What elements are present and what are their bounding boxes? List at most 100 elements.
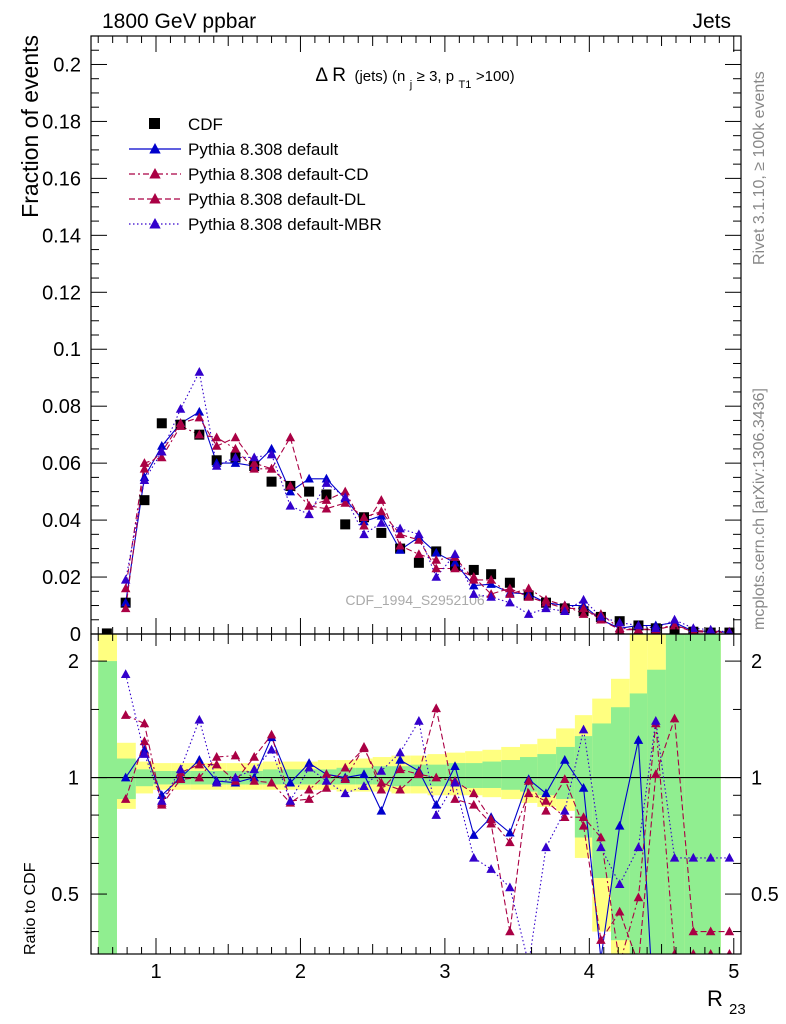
mc-point [230, 432, 241, 442]
cdf-data-point [669, 626, 680, 634]
x-axis-title-main: R [707, 986, 723, 1011]
ratio-point [211, 759, 222, 769]
mc-point [157, 446, 167, 456]
legend-label: Pythia 8.308 default-MBR [188, 215, 382, 234]
mc-point [211, 432, 222, 442]
ratio-point [505, 926, 515, 936]
ratio-point [376, 805, 387, 815]
mc-point [285, 500, 296, 510]
ratio-point [120, 669, 131, 678]
ratio-point [724, 852, 735, 862]
mc-point [469, 572, 479, 581]
cdf-data-point [340, 519, 351, 530]
mc-point [321, 478, 332, 487]
ratio-point [596, 935, 606, 944]
mc-point [469, 589, 479, 598]
ratio-point [578, 724, 589, 734]
mc-point [505, 597, 515, 607]
ratio-point [615, 959, 625, 968]
mc-point [431, 547, 441, 557]
mc-point [304, 509, 314, 519]
main-y-tick-label: 0.2 [53, 54, 81, 76]
cdf-data-point [156, 418, 167, 429]
ratio-point [634, 959, 644, 968]
mc-point [120, 574, 131, 584]
mc-point [414, 549, 424, 559]
mc-point [376, 495, 387, 504]
mc-point [266, 443, 277, 453]
legend: CDF Pythia 8.308 default Pythia 8.308 defa… [129, 115, 382, 234]
ratio-point [285, 777, 296, 787]
mc-point [340, 492, 350, 502]
ratio-point [688, 926, 699, 936]
mc-point [194, 367, 205, 376]
ratio-point [395, 764, 405, 774]
ratio-point [194, 714, 205, 724]
ratio-y-tick-label-left: 0.5 [51, 884, 79, 906]
mc-point [230, 458, 241, 467]
mc-point [157, 441, 167, 450]
ratio-point [724, 926, 735, 936]
mc-point [505, 583, 515, 593]
ratio-point [524, 959, 534, 968]
mc-point [414, 535, 424, 544]
ratio-point [450, 777, 460, 787]
ratio-point [541, 795, 551, 805]
ratio-band-green [98, 661, 117, 954]
cdf-data-point [139, 495, 150, 506]
mc-point [359, 512, 369, 521]
legend-marker-cdf [149, 118, 160, 129]
mc-point [505, 589, 515, 598]
ratio-y-tick-label-left: 1 [68, 768, 79, 790]
mc-point [414, 529, 424, 539]
ratio-line-2 [125, 708, 730, 954]
ratio-point [523, 788, 534, 798]
mc-point [120, 603, 131, 613]
ratio-line-1 [125, 714, 730, 954]
mc-point [578, 609, 589, 618]
ratio-point [541, 842, 551, 852]
ratio-point [249, 752, 259, 761]
ratio-point [414, 716, 424, 725]
main-y-tick-label: 0 [70, 624, 81, 646]
ratio-point [249, 764, 259, 774]
mc-point [285, 432, 296, 442]
axes-group: 0 0.02 0.04 0.06 0.08 0.1 0.12 0.14 0.16 0.18 0.2 1… [42, 36, 779, 983]
ratio-point [560, 805, 570, 815]
mc-point [211, 441, 222, 450]
header-process-label: Jets [692, 10, 731, 33]
ratio-point [614, 906, 625, 916]
ratio-point [340, 788, 350, 798]
mc-point [285, 486, 296, 496]
mc-point [541, 597, 551, 607]
mc-point [469, 580, 479, 590]
ratio-point [285, 795, 296, 805]
ratio-point [139, 718, 150, 728]
ratio-y-tick-label-right: 0.5 [751, 884, 779, 906]
x-tick-label: 1 [150, 961, 161, 983]
cdf-data-point [486, 569, 497, 580]
ratio-point [359, 781, 369, 790]
main-y-tick-label: 0.08 [42, 396, 81, 418]
ratio-point [469, 788, 479, 798]
ratio-band-green [647, 669, 666, 954]
title-condition-text: ≥ 3, p [417, 68, 454, 85]
main-y-axis-title: Fraction of events [17, 35, 43, 218]
mc-point [651, 623, 661, 633]
ratio-point [450, 761, 460, 770]
ratio-point [505, 882, 515, 892]
ratio-point [688, 852, 699, 862]
ratio-band-green [482, 761, 502, 788]
ratio-point [157, 795, 167, 805]
ratio-point [560, 755, 570, 764]
cdf-data-point [321, 489, 332, 500]
ratio-band-green [684, 634, 702, 954]
ratio-point [120, 772, 131, 782]
mc-point [230, 452, 241, 462]
ratio-point [560, 774, 570, 784]
legend-marker [149, 218, 161, 229]
mc-point [285, 480, 296, 490]
ratio-band-green [465, 763, 483, 788]
mc-point [304, 473, 314, 483]
